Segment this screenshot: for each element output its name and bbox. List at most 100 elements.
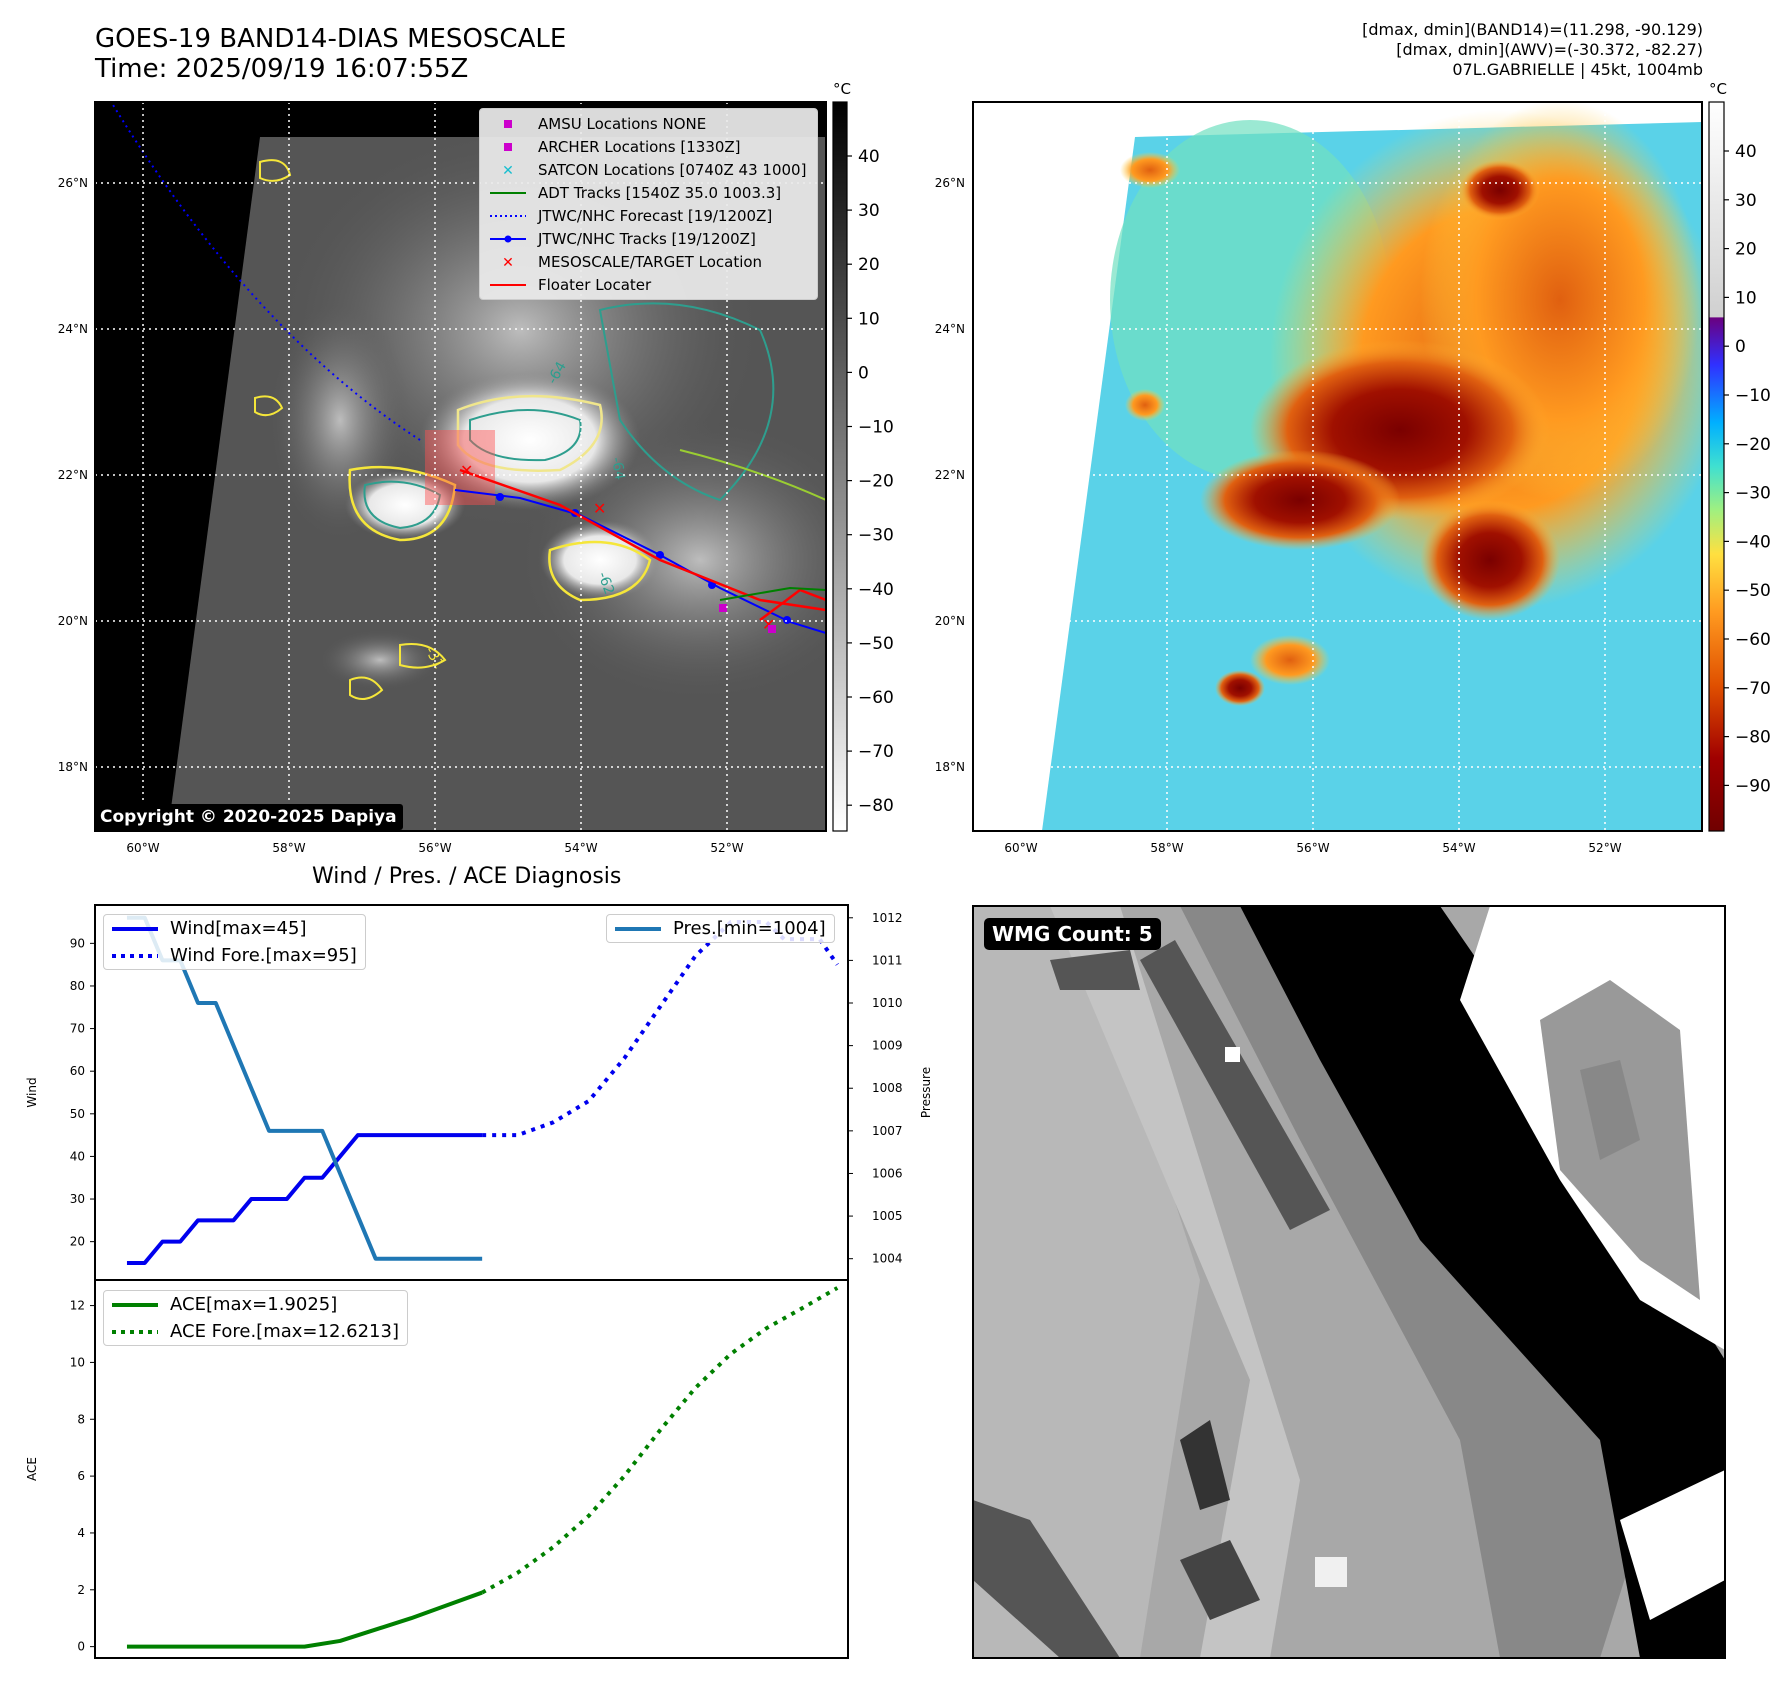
ir-colorbar-unit: °C — [833, 80, 851, 98]
y-tick-label: 70 — [70, 1022, 85, 1036]
stats-awv: [dmax, dmin](AWV)=(-30.372, -82.27) — [1396, 40, 1703, 59]
legend-item-forecast: JTWC/NHC Forecast [19/1200Z] — [490, 206, 773, 225]
color-gridlines — [973, 102, 1702, 831]
y-tick-label: 8 — [77, 1412, 85, 1426]
wind-legend: Wind[max=45] Wind Fore.[max=95] — [103, 914, 366, 970]
y-right-tick-label: 1008 — [872, 1081, 903, 1095]
y-right-tick-label: 1009 — [872, 1039, 903, 1053]
color-map-panel: 26°N 24°N 22°N 20°N 18°N 60°W 58°W 56°W … — [935, 80, 1771, 855]
adt-track-line — [719, 586, 826, 601]
colorbar-tick-label: −90 — [1735, 776, 1771, 796]
colorbar-tick-label: −50 — [858, 634, 894, 654]
y-right-tick-label: 1005 — [872, 1209, 903, 1223]
colorbar-tick-label: −10 — [1735, 386, 1771, 406]
colorbar-tick-label: −30 — [1735, 484, 1771, 504]
series-line — [126, 1133, 483, 1265]
legend-item-wind: Wind[max=45] — [112, 918, 307, 939]
target-marker: ✕ — [460, 461, 473, 480]
y-right-tick-label: 1006 — [872, 1166, 903, 1180]
colorbar-tick-label: 30 — [858, 201, 880, 221]
y-axis-label: ACE — [25, 1457, 39, 1481]
y-tick-label: 50 — [70, 1107, 85, 1121]
colorbar-tick-label: 0 — [858, 363, 869, 383]
colorbar-tick-label: −20 — [1735, 435, 1771, 455]
lon-label: 52°W — [1588, 841, 1621, 855]
stats-storm: 07L.GABRIELLE | 45kt, 1004mb — [1452, 60, 1703, 79]
y-axis-label: Wind — [25, 1077, 39, 1107]
color-colorbar-ticks: 40 30 20 10 0 −10 −20 −30 −40 −50 −60 −70 −80 −90 — [1724, 142, 1771, 796]
ir-lon-labels: 60°W 58°W 56°W 54°W 52°W — [126, 841, 743, 855]
y-tick-label: 20 — [70, 1235, 85, 1249]
legend-item-wind-forecast: Wind Fore.[max=95] — [112, 945, 357, 966]
legend-item-target: ✕ MESOSCALE/TARGET Location — [502, 252, 763, 271]
y-tick-label: 12 — [70, 1299, 85, 1313]
colorbar-tick-label: −20 — [858, 472, 894, 492]
lon-label: 54°W — [564, 841, 597, 855]
color-colorbar-unit: °C — [1709, 80, 1727, 98]
colorbar-tick-label: −50 — [1735, 581, 1771, 601]
y-right-tick-label: 1007 — [872, 1124, 903, 1138]
colorbar-tick-label: −40 — [1735, 532, 1771, 552]
lon-label: 56°W — [418, 841, 451, 855]
ir-legend: AMSU Locations NONE ARCHER Locations [13… — [479, 108, 818, 300]
color-lat-labels: 26°N 24°N 22°N 20°N 18°N — [935, 176, 965, 774]
legend-item-amsu: AMSU Locations NONE — [480, 112, 817, 135]
y-tick-label: 6 — [77, 1469, 85, 1483]
y-tick-label: 30 — [70, 1192, 85, 1206]
lon-label: 60°W — [126, 841, 159, 855]
y-tick-label: 10 — [70, 1355, 85, 1369]
title-time: Time: 2025/09/19 16:07:55Z — [95, 54, 469, 84]
svg-text:✕: ✕ — [502, 255, 514, 271]
pressure-legend: Pres.[min=1004] — [606, 914, 835, 943]
series-line — [126, 915, 483, 1261]
archer-marker — [719, 604, 727, 612]
y-tick-label: 4 — [77, 1526, 85, 1540]
y-right-tick-label: 1010 — [872, 996, 903, 1010]
colorbar-tick-label: 20 — [1735, 240, 1757, 260]
svg-text:✕: ✕ — [593, 499, 606, 518]
copyright-badge: Copyright © 2020-2025 Dapiya — [94, 804, 403, 830]
ace-legend: ACE[max=1.9025] ACE Fore.[max=12.6213] — [103, 1290, 408, 1346]
ir-lat-labels: 26°N 24°N 22°N 20°N 18°N — [58, 176, 88, 774]
colorbar-tick-label: 20 — [858, 255, 880, 275]
y-right-tick-label: 1011 — [872, 953, 903, 967]
lat-label: 20°N — [935, 614, 965, 628]
y-right-tick-label: 1004 — [872, 1252, 903, 1266]
lat-label: 26°N — [58, 176, 88, 190]
lon-label: 54°W — [1442, 841, 1475, 855]
y-tick-label: 40 — [70, 1149, 85, 1163]
lon-label: 58°W — [1150, 841, 1183, 855]
colorbar-tick-label: −70 — [1735, 679, 1771, 699]
lat-label: 20°N — [58, 614, 88, 628]
y-tick-label: 2 — [77, 1583, 85, 1597]
series-line — [126, 1590, 483, 1649]
lat-label: 22°N — [58, 468, 88, 482]
stats-band14: [dmax, dmin](BAND14)=(11.298, -90.129) — [1362, 20, 1703, 39]
ir-colorbar — [832, 101, 848, 832]
legend-item-satcon: ✕ SATCON Locations [0740Z 43 1000] — [502, 160, 807, 179]
lat-label: 24°N — [935, 322, 965, 336]
wmg-panel — [972, 905, 1726, 1659]
colorbar-tick-label: 40 — [1735, 142, 1757, 162]
y-tick-label: 90 — [70, 936, 85, 950]
wmg-cold-region — [1240, 906, 1725, 1658]
legend-item-ace-forecast: ACE Fore.[max=12.6213] — [112, 1321, 399, 1342]
lat-label: 18°N — [58, 760, 88, 774]
ir-colorbar-ticks: 40 30 20 10 0 −10 −20 −30 −40 −50 −60 −70 −80 — [847, 147, 894, 816]
colorbar-tick-label: 30 — [1735, 191, 1757, 211]
y-right-axis-label: Pressure — [919, 1067, 933, 1118]
legend-item-pressure: Pres.[min=1004] — [615, 918, 826, 939]
series-line — [481, 1286, 839, 1595]
colorbar-tick-label: 10 — [858, 309, 880, 329]
colorbar-tick-label: −80 — [1735, 728, 1771, 748]
lat-label: 22°N — [935, 468, 965, 482]
y-tick-label: 80 — [70, 979, 85, 993]
colorbar-tick-label: −10 — [858, 418, 894, 438]
lon-label: 58°W — [272, 841, 305, 855]
contour-label: -62 — [594, 570, 617, 597]
y-right-tick-label: 1012 — [872, 911, 903, 925]
lon-label: 56°W — [1296, 841, 1329, 855]
colorbar-tick-label: 40 — [858, 147, 880, 167]
wmg-count-badge: WMG Count: 5 — [984, 918, 1161, 950]
y-tick-label: 0 — [77, 1640, 85, 1654]
